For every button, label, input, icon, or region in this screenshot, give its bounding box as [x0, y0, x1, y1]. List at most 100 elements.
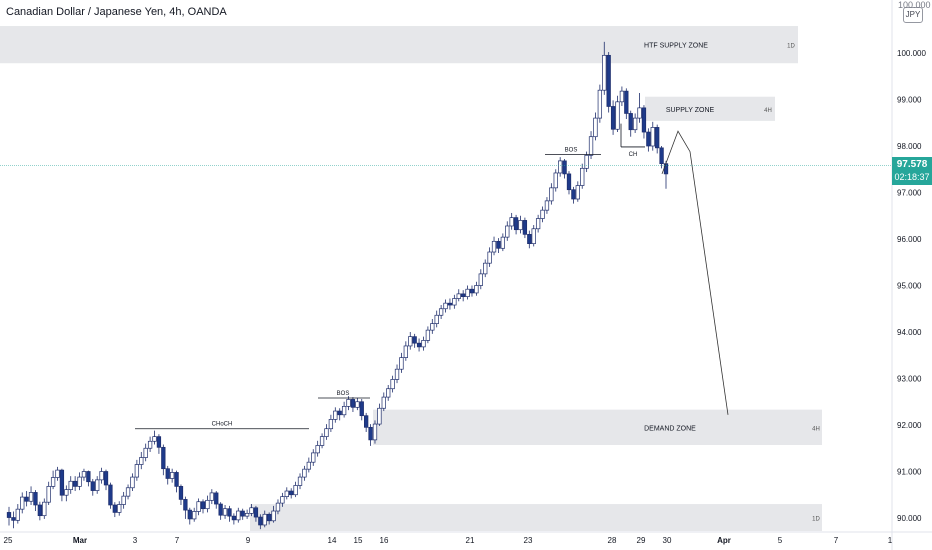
candle-up [28, 486, 34, 505]
candle-down [108, 482, 113, 509]
candle-body [346, 399, 351, 407]
candle-body [553, 172, 558, 189]
candle-body [284, 490, 289, 497]
candle-up [77, 472, 82, 491]
candle-body [121, 495, 126, 505]
candle-body [390, 379, 395, 390]
candle-up [580, 163, 585, 189]
candle-body [77, 476, 82, 487]
candle-down [368, 424, 373, 446]
candle-down [522, 217, 528, 239]
candle-body [169, 472, 175, 479]
x-tick-label: Mar [73, 536, 87, 545]
candle-down [571, 186, 576, 204]
candle-body [28, 492, 34, 502]
candle-down [641, 105, 647, 139]
candle-body [289, 490, 294, 496]
candle-body [575, 185, 580, 200]
candle-up [192, 507, 197, 522]
candle-body [509, 217, 514, 227]
candle-body [381, 396, 386, 409]
candle-up [408, 332, 413, 350]
candle-body [606, 54, 611, 107]
candle-down [562, 159, 567, 179]
candle-body [64, 489, 69, 496]
candle-body [637, 107, 642, 119]
x-tick-label: 23 [524, 536, 533, 545]
candle-up [130, 473, 135, 492]
candle-body [425, 329, 431, 341]
candle-body [81, 471, 87, 478]
candle-body [302, 468, 307, 478]
candle-up [540, 206, 545, 223]
candle-up [147, 436, 153, 452]
candle-up [443, 299, 448, 313]
symbol-title: Canadian Dollar / Japanese Yen, 4h, OAND… [6, 6, 227, 18]
candle-body [368, 426, 373, 441]
candle-down [33, 490, 38, 512]
candle-body [244, 512, 250, 517]
currency-badge[interactable]: JPY [903, 7, 923, 23]
y-tick-label: 100.000 [897, 49, 926, 58]
candle-down [86, 470, 91, 487]
candle-body [249, 507, 254, 514]
candle-body [496, 240, 501, 249]
candle-body [134, 464, 140, 478]
candle-up [271, 505, 276, 523]
candle-up [558, 157, 563, 177]
candle-up [81, 468, 87, 481]
candle-down [24, 491, 29, 507]
candle-body [99, 471, 104, 481]
candle-up [293, 481, 298, 498]
candle-up [394, 364, 400, 384]
candle-layer[interactable] [6, 41, 669, 530]
candle-body [72, 480, 78, 487]
candle-up [438, 305, 444, 319]
candle-body [588, 136, 594, 156]
y-tick-label: 98.000 [897, 142, 922, 151]
candle-body [275, 502, 281, 512]
structure-label: CH [629, 152, 638, 158]
candle-body [408, 336, 413, 347]
candle-down [156, 434, 162, 454]
x-tick-label: 7 [175, 536, 180, 545]
y-tick-label: 90.000 [897, 514, 922, 523]
zone-box [250, 504, 822, 532]
candle-body [68, 480, 73, 490]
candle-up [355, 398, 360, 411]
candle-body [540, 209, 545, 219]
y-tick-label: 96.000 [897, 235, 922, 244]
candle-body [659, 147, 664, 165]
last-price-tag: 97.578 02:18:37 [892, 157, 932, 185]
candle-down [267, 512, 272, 525]
candle-body [377, 407, 382, 425]
candle-body [522, 220, 528, 235]
candle-body [562, 160, 567, 175]
candle-up [377, 403, 382, 426]
candle-up [333, 407, 338, 423]
candle-up [500, 233, 506, 252]
candle-body [447, 302, 453, 306]
x-tick-label: 5 [778, 536, 783, 545]
candle-down [289, 488, 294, 499]
candle-body [205, 499, 210, 510]
candle-up [324, 424, 329, 440]
y-tick-label: 99.000 [897, 96, 922, 105]
candle-down [350, 397, 356, 412]
bar-countdown: 02:18:37 [894, 172, 930, 182]
candle-body [421, 340, 426, 348]
candle-body [214, 492, 219, 505]
candle-down [412, 333, 417, 348]
candle-body [443, 302, 448, 310]
candle-body [86, 471, 91, 483]
candle-up [487, 247, 492, 267]
candle-up [55, 466, 60, 481]
candle-body [558, 160, 563, 174]
candle-down [103, 469, 109, 491]
candle-body [161, 446, 166, 470]
candle-down [364, 412, 369, 432]
candle-body [24, 496, 29, 502]
candle-body [571, 189, 576, 200]
